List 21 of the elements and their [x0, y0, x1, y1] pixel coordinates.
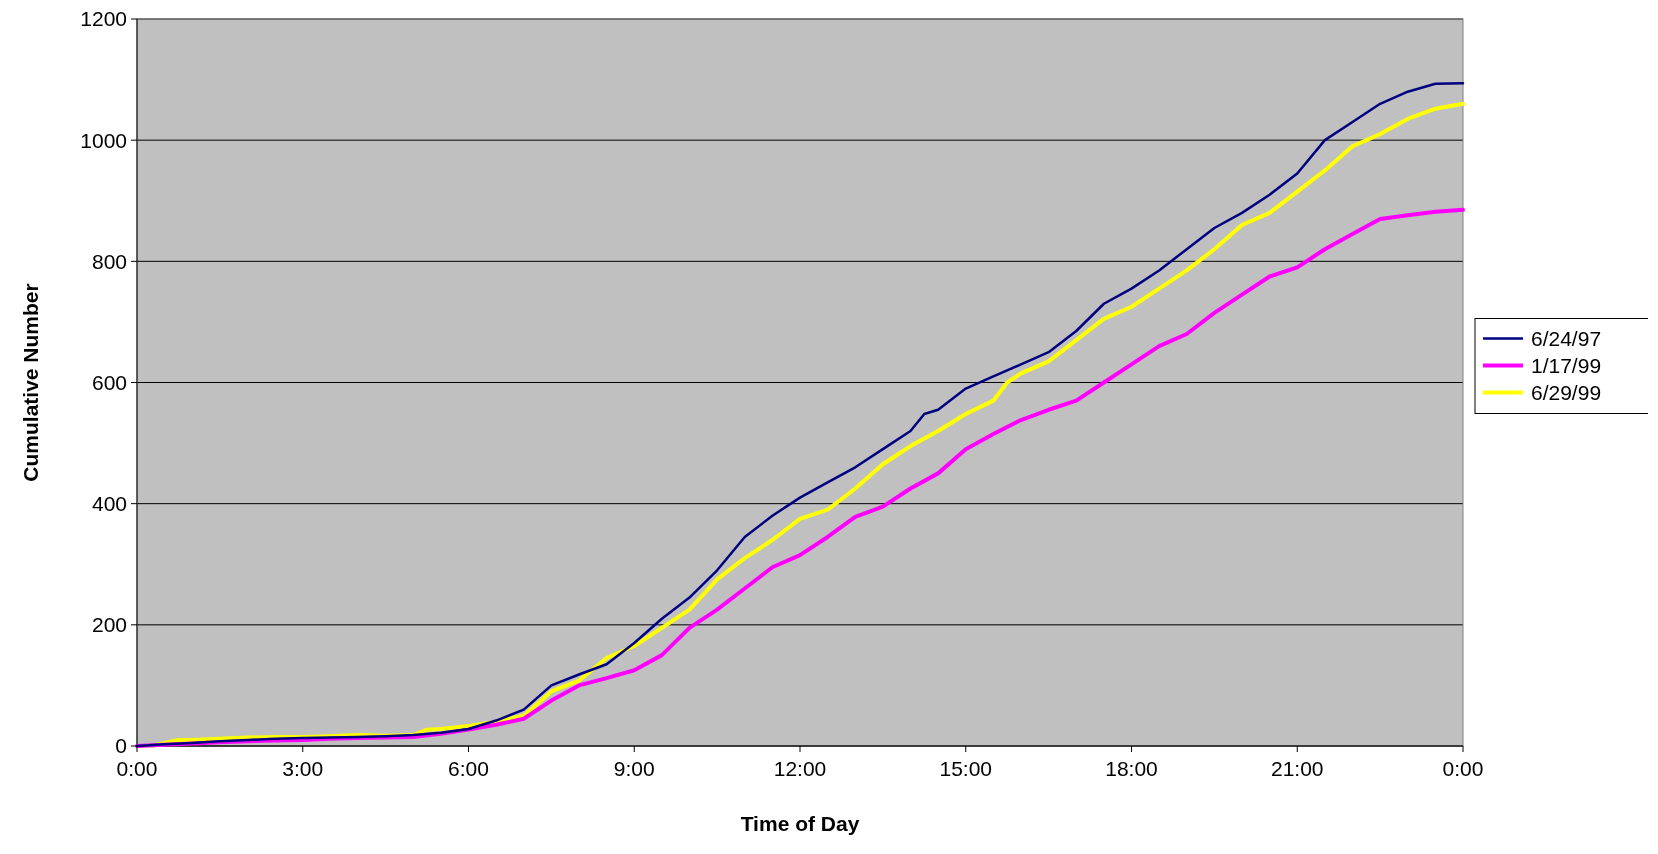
y-tick-label: 1200 — [80, 7, 127, 31]
x-tick-label: 9:00 — [613, 757, 655, 780]
x-tick-label: 12:00 — [773, 757, 827, 780]
legend-label: 6/29/99 — [1531, 380, 1602, 404]
y-axis-title: Cumulative Number — [19, 283, 42, 482]
legend-label: 1/17/99 — [1531, 353, 1602, 377]
y-tick-label: 0 — [115, 734, 127, 758]
x-tick-label: 0:00 — [1442, 757, 1484, 780]
y-tick-label: 800 — [91, 249, 127, 273]
x-tick-label: 6:00 — [448, 757, 489, 780]
y-tick-label: 400 — [91, 492, 127, 516]
y-tick-label: 600 — [91, 370, 127, 394]
x-tick-label: 0:00 — [116, 757, 158, 780]
legend-label: 6/24/97 — [1531, 326, 1602, 350]
x-axis-title: Time of Day — [740, 812, 860, 835]
x-tick-label: 21:00 — [1270, 757, 1324, 780]
x-tick-label: 3:00 — [282, 757, 324, 780]
y-tick-label: 200 — [91, 613, 127, 637]
y-tick-label: 1000 — [80, 128, 127, 152]
x-tick-label: 15:00 — [939, 757, 993, 780]
x-tick-label: 18:00 — [1105, 757, 1158, 780]
